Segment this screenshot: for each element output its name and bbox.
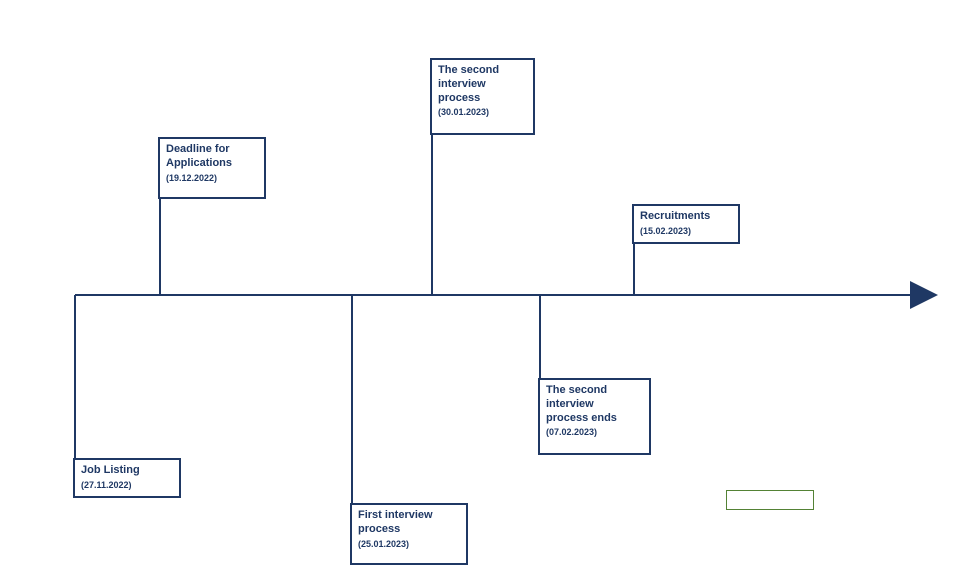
milestone-first-interview: First interview process (25.01.2023) bbox=[350, 503, 468, 565]
stem-recruitments bbox=[633, 244, 635, 295]
milestone-title: The second interview process ends bbox=[546, 384, 643, 425]
milestone-recruitments: Recruitments (15.02.2023) bbox=[632, 204, 740, 244]
milestone-title: First interview process bbox=[358, 509, 460, 537]
milestone-date: (30.01.2023) bbox=[438, 107, 527, 117]
milestone-title: The second interview process bbox=[438, 64, 527, 105]
milestone-title: Job Listing bbox=[81, 464, 173, 478]
milestone-date: (27.11.2022) bbox=[81, 480, 173, 490]
timeline-diagram: Job Listing (27.11.2022) Deadline for Ap… bbox=[0, 0, 972, 586]
stem-deadline-applications bbox=[159, 199, 161, 295]
milestone-second-interview-ends: The second interview process ends (07.02… bbox=[538, 378, 651, 455]
timeline-axis bbox=[75, 294, 910, 296]
stem-second-interview-ends bbox=[539, 295, 541, 378]
stem-first-interview bbox=[351, 295, 353, 503]
milestone-date: (15.02.2023) bbox=[640, 226, 732, 236]
milestone-date: (07.02.2023) bbox=[546, 427, 643, 437]
milestone-date: (19.12.2022) bbox=[166, 173, 258, 183]
stem-job-listing bbox=[74, 295, 76, 458]
milestone-deadline-applications: Deadline for Applications (19.12.2022) bbox=[158, 137, 266, 199]
timeline-arrowhead-icon bbox=[910, 281, 938, 309]
milestone-title: Deadline for Applications bbox=[166, 143, 258, 171]
milestone-date: (25.01.2023) bbox=[358, 539, 460, 549]
milestone-job-listing: Job Listing (27.11.2022) bbox=[73, 458, 181, 498]
milestone-title: Recruitments bbox=[640, 210, 732, 224]
milestone-second-interview: The second interview process (30.01.2023… bbox=[430, 58, 535, 135]
selection-rectangle bbox=[726, 490, 814, 510]
stem-second-interview bbox=[431, 135, 433, 295]
